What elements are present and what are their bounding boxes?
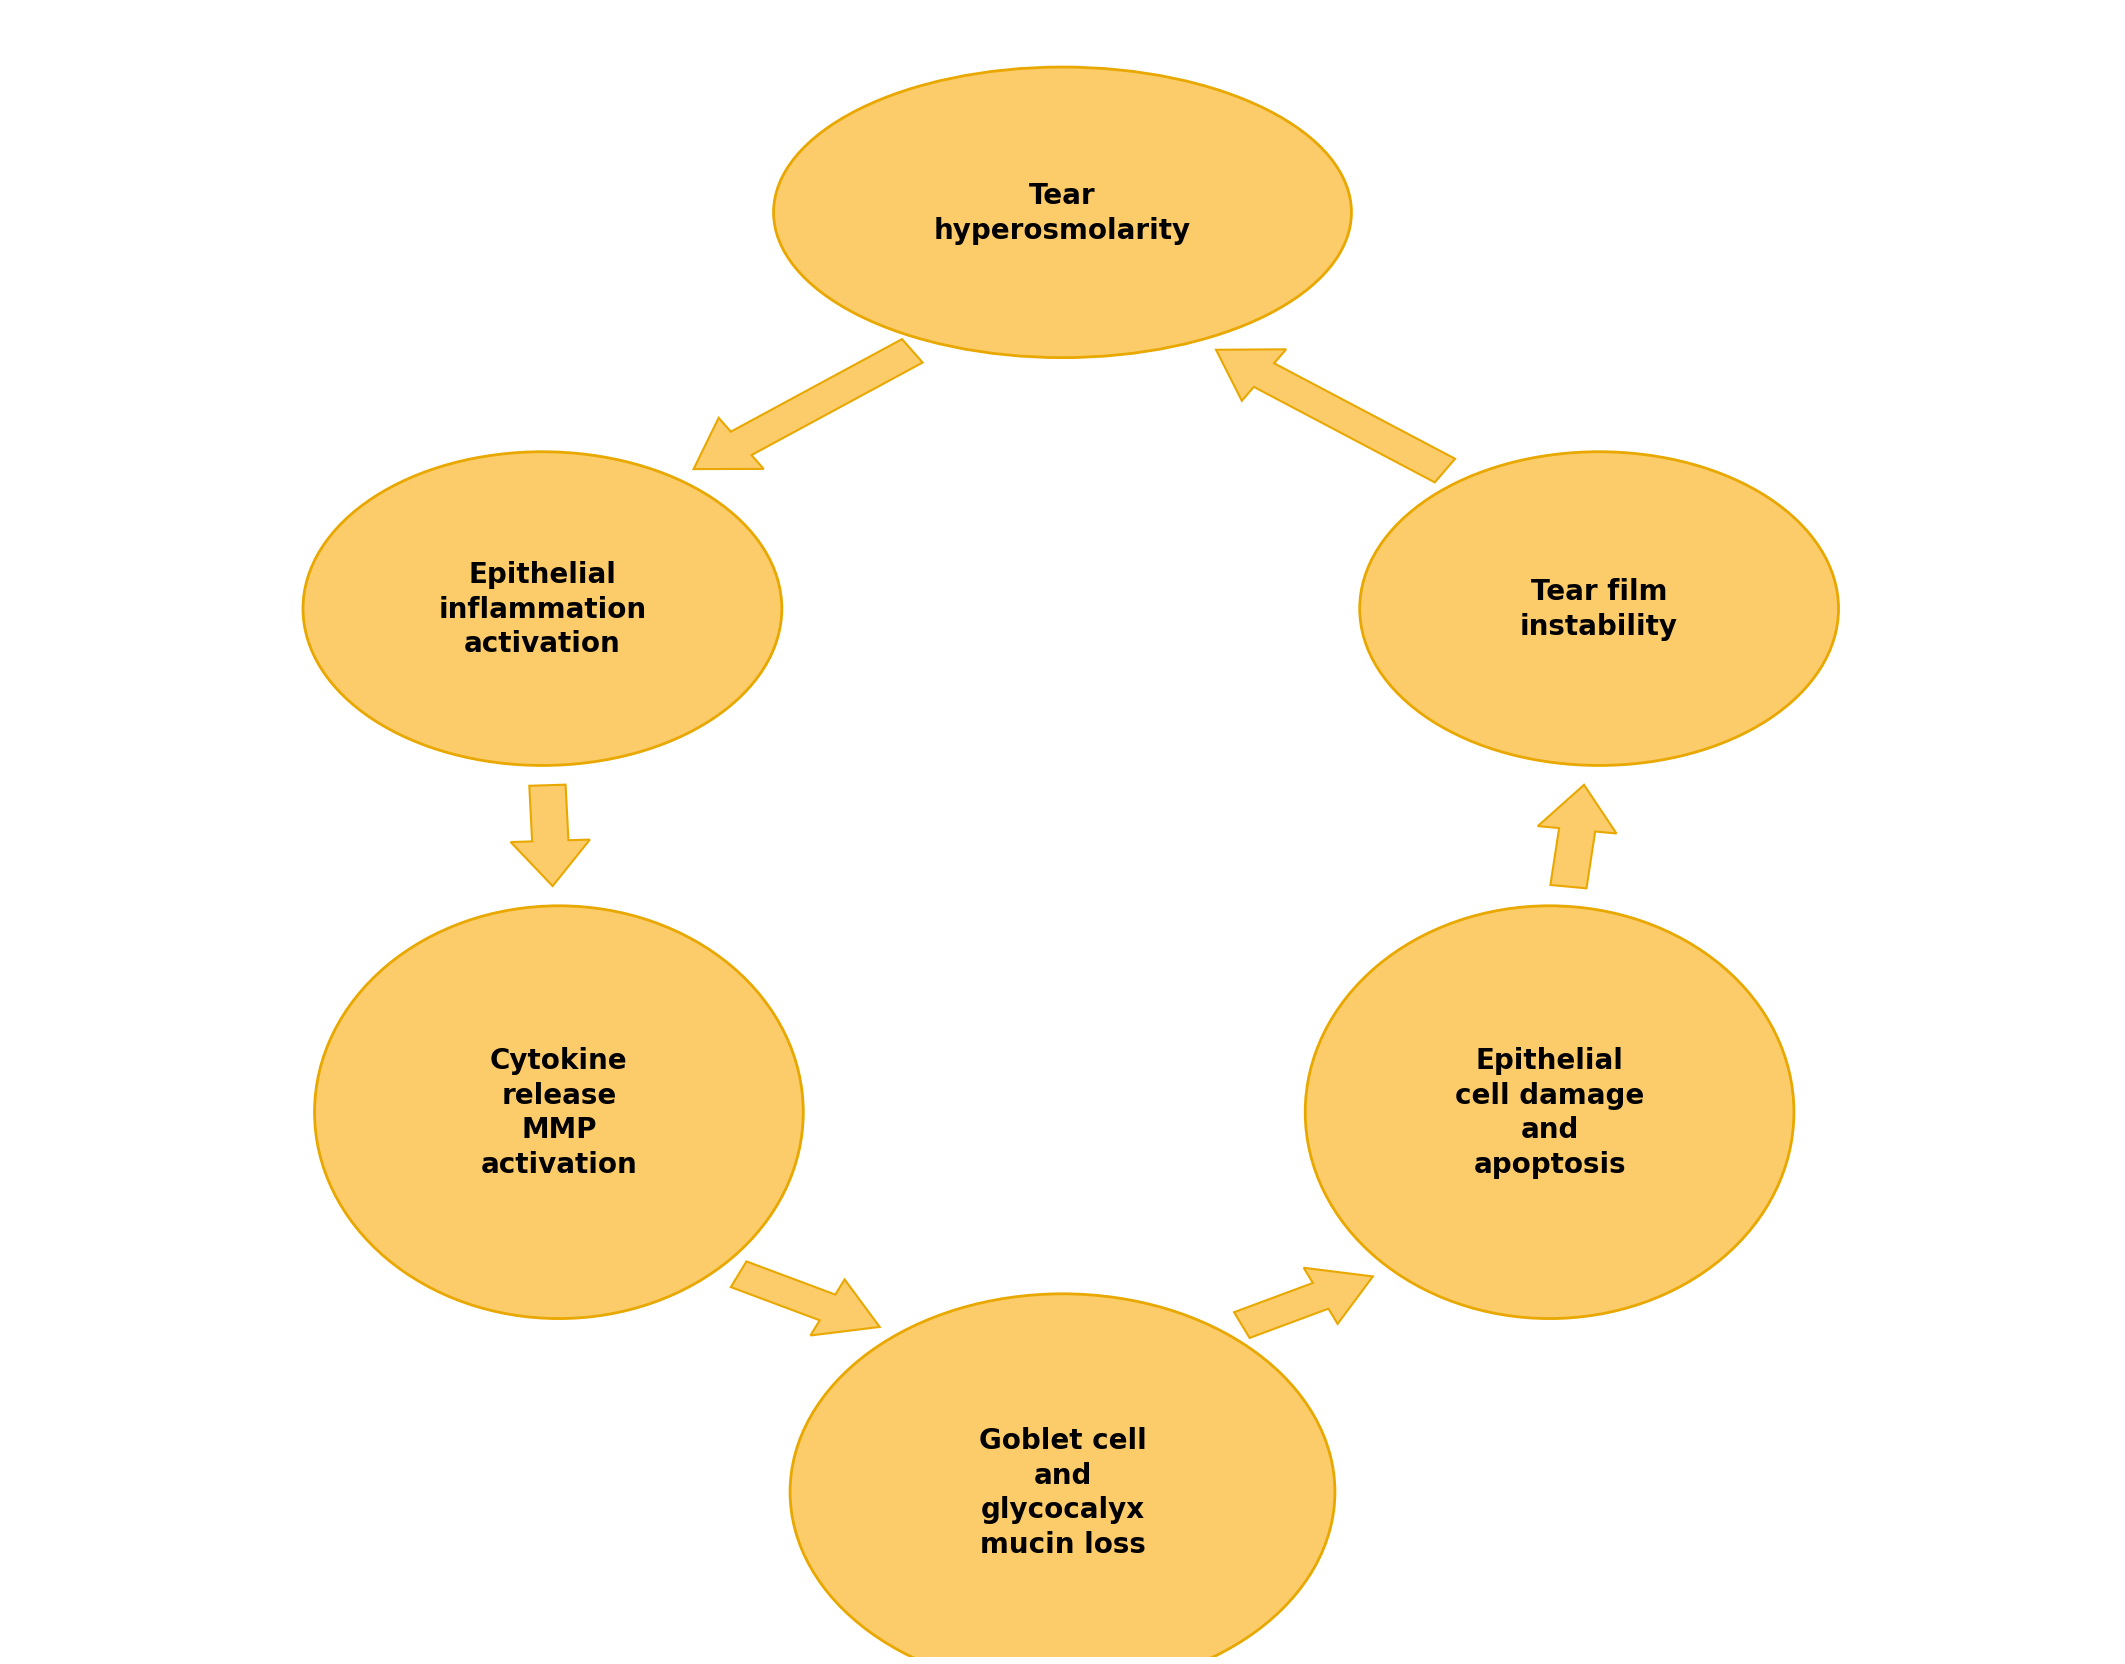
Ellipse shape <box>304 453 782 765</box>
Ellipse shape <box>314 907 803 1320</box>
Text: Cytokine
release
MMP
activation: Cytokine release MMP activation <box>480 1047 638 1178</box>
Text: Tear film
instability: Tear film instability <box>1519 577 1679 641</box>
Text: Epithelial
cell damage
and
apoptosis: Epithelial cell damage and apoptosis <box>1456 1047 1645 1178</box>
Text: Goblet cell
and
glycocalyx
mucin loss: Goblet cell and glycocalyx mucin loss <box>980 1426 1145 1558</box>
Ellipse shape <box>1360 453 1838 765</box>
Polygon shape <box>731 1261 880 1336</box>
Polygon shape <box>510 785 591 887</box>
Ellipse shape <box>1305 907 1794 1320</box>
Polygon shape <box>1538 785 1617 889</box>
Text: Epithelial
inflammation
activation: Epithelial inflammation activation <box>438 561 646 657</box>
Polygon shape <box>1216 349 1456 483</box>
Polygon shape <box>1235 1268 1373 1338</box>
Polygon shape <box>693 339 922 469</box>
Ellipse shape <box>774 68 1352 358</box>
Ellipse shape <box>790 1295 1334 1664</box>
Text: Tear
hyperosmolarity: Tear hyperosmolarity <box>935 181 1190 245</box>
